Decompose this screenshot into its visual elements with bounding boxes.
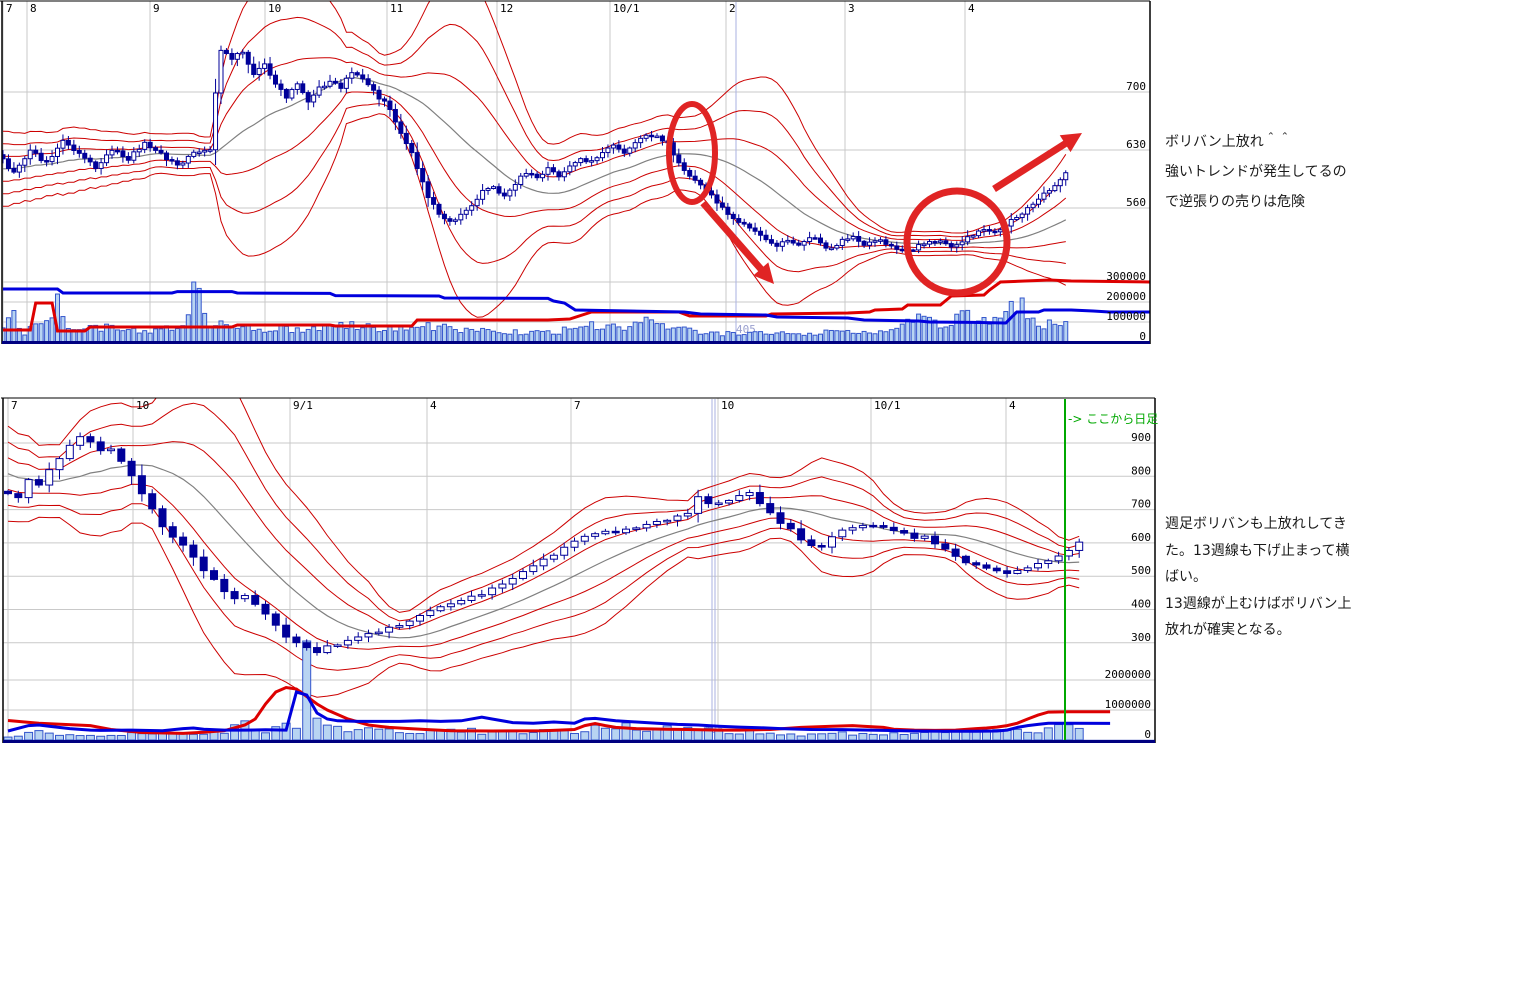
svg-text:200000: 200000 [1106,290,1146,303]
svg-text:500: 500 [1131,564,1151,577]
svg-text:3: 3 [848,2,855,15]
weekly-candles [4,432,1084,656]
trend-arrow-head [753,262,774,284]
svg-text:0: 0 [1139,330,1146,343]
weekly-axis-labels: 7 10 9/1 4 7 10 10/1 4 900 800 700 600 500 400 300 2000… [11,399,1151,741]
svg-text:300: 300 [1131,631,1151,644]
svg-text:7: 7 [11,399,18,412]
svg-text:10/1: 10/1 [874,399,901,412]
daily-start-label: -> ここから日足 [1068,412,1159,426]
svg-text:0: 0 [1144,728,1151,741]
trend-arrow-shaft [992,138,1071,192]
svg-text:10: 10 [136,399,149,412]
weekly-chart: 7 10 9/1 4 7 10 10/1 4 900 800 700 600 500 400 300 2000… [1,397,1156,743]
svg-text:2000000: 2000000 [1105,668,1151,681]
note-line: で逆張りの売りは危険 [1165,194,1305,210]
svg-text:400: 400 [1131,598,1151,611]
red-annotations [666,101,1082,297]
weekly-volume-bars [3,640,1084,741]
svg-text:9: 9 [153,2,160,15]
svg-text:700: 700 [1131,498,1151,511]
svg-text:12: 12 [500,2,513,15]
daily-axis-labels: 7 8 9 10 11 12 10/1 2 3 4 700 630 560 300000 200000 100… [6,2,1146,343]
daily-annotation-note: ボリバン上放れ＾＾ 強いトレンドが発生してるの で逆張りの売りは危険 [1165,127,1347,217]
svg-text:4: 4 [968,2,975,15]
svg-text:800: 800 [1131,464,1151,477]
svg-text:9/1: 9/1 [293,399,313,412]
trend-arrow-head [1059,133,1082,153]
trend-arrow-shaft [700,200,767,275]
svg-text:2: 2 [729,2,736,15]
svg-text:10/1: 10/1 [613,2,640,15]
svg-text:560: 560 [1126,196,1146,209]
daily-chart: 7 8 9 10 11 12 10/1 2 3 4 700 630 560 300000 200000 100… [0,0,1151,344]
note-line: ボリバン上放れ＾＾ [1165,134,1292,150]
svg-text:11: 11 [390,2,403,15]
svg-text:100000: 100000 [1106,310,1146,323]
svg-text:7: 7 [574,399,581,412]
note-line: ばい。 [1165,569,1207,586]
note-line: た。13週線も下げ止まって横 [1165,542,1350,559]
svg-text:10: 10 [721,399,734,412]
svg-text:4: 4 [1009,399,1016,412]
svg-text:7: 7 [6,2,13,15]
daily-volume-bars [2,281,1069,343]
svg-text:630: 630 [1126,138,1146,151]
weekly-annotation-note: 週足ボリバンも上放れしてき た。13週線も下げ止まって横 ばい。 13週線が上む… [1165,511,1352,644]
daily-margin-line-blue [3,287,1150,325]
svg-text:4: 4 [430,399,437,412]
svg-text:1000000: 1000000 [1105,698,1151,711]
svg-text:8: 8 [30,2,37,15]
svg-text:10: 10 [268,2,281,15]
weekly-bollinger-bands [7,398,1080,698]
weekly-moving-average [7,464,1080,639]
weekly-margin-line-blue [7,690,1111,733]
note-line: 強いトレンドが発生してるの [1165,164,1347,180]
svg-text:600: 600 [1131,531,1151,544]
highlight-ellipse [666,101,718,205]
daily-moving-average [3,76,1067,245]
daily-bollinger-bands [2,1,1067,318]
note-line: 放れが確実となる。 [1165,622,1291,639]
weekly-axes [1,397,1156,743]
note-line: 13週線が上むけばボリバン上 [1165,595,1352,612]
svg-text:300000: 300000 [1106,270,1146,283]
svg-text:700: 700 [1126,80,1146,93]
svg-text:900: 900 [1131,431,1151,444]
weekly-gridlines [3,398,1155,742]
weekly-margin-line-red [7,685,1111,735]
note-line: 週足ボリバンも上放れしてき [1165,516,1347,532]
highlight-ellipse [903,187,1011,297]
daily-axes [0,0,1151,344]
